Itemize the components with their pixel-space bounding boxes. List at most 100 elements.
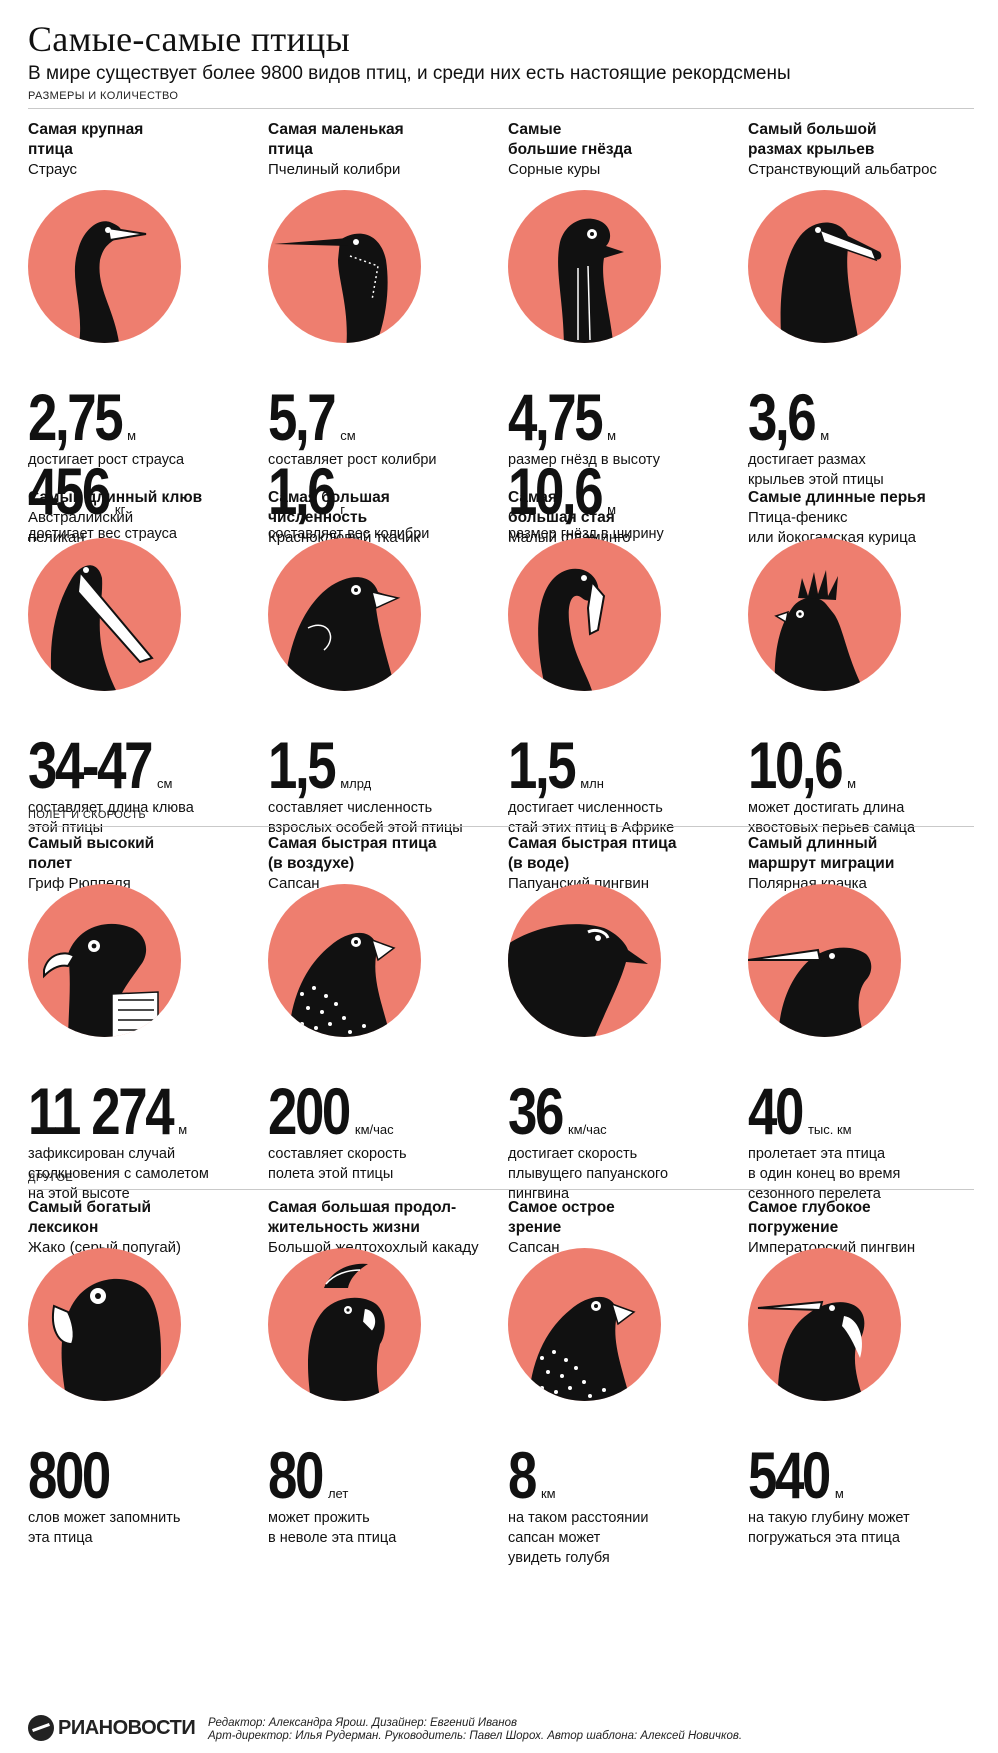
section-divider [28, 826, 974, 827]
bird-illustration [28, 190, 181, 343]
bird-name: Австралийский пеликан [28, 509, 134, 546]
stat-description: размер гнёзд в ширину [508, 526, 664, 542]
stat-value-line: 1,5 млн [508, 732, 740, 798]
stat-description: достигает скорость плывущего папуанского… [508, 1146, 669, 1202]
stat-value-line: 10,6 м [748, 732, 980, 798]
stat-unit: м [607, 428, 617, 443]
stat-unit: см [157, 776, 173, 791]
bird-illustration [268, 190, 421, 343]
stat-number: 10,6 [508, 454, 604, 528]
bird-illustration [268, 1248, 421, 1401]
emperor-penguin-icon [748, 1248, 901, 1401]
footer: РИАНОВОСТИ Редактор: Александра Ярош. Ди… [28, 1715, 974, 1745]
stat-description: достигает размах крыльев этой птицы [748, 452, 884, 488]
record-stat: 8 км на таком расстоянии сапсан может увид… [508, 1442, 740, 1568]
stat-description: составляет длина клюва этой птицы [28, 800, 194, 836]
stat-description: может прожить в неволе эта птица [268, 1510, 397, 1546]
megapode-icon [508, 190, 661, 343]
stat-number: 36 [508, 1074, 564, 1148]
stat-unit: м [847, 776, 857, 791]
record-stat: 5,7 см составляет рост колибри [268, 384, 500, 470]
stat-unit: г [340, 502, 345, 517]
bird-illustration [748, 1248, 901, 1401]
stat-value-line: 34-47 см [28, 732, 260, 798]
record-card: Самое глубокое погружение Императорский п… [748, 1198, 978, 1546]
record-title: Самая большая продол- жительность жизни [268, 1199, 457, 1236]
bird-name: Странствующий альбатрос [748, 161, 937, 178]
record-stat: 1,5 млрд составляет численность взрослых о… [268, 732, 500, 838]
stat-value-line: 3,6 м [748, 384, 980, 450]
stat-number: 1,6 [268, 454, 337, 528]
stat-description: составляет скорость полета этой птицы [268, 1146, 407, 1182]
bird-illustration [268, 538, 421, 691]
gentoo-penguin-icon [508, 884, 661, 1037]
stat-description: на таком расстоянии сапсан может увидеть… [508, 1510, 649, 1566]
stat-value-line: 4,75 м [508, 384, 740, 450]
record-stat: 3,6 м достигает размах крыльев этой птицы [748, 384, 980, 490]
stat-unit: м [834, 1486, 844, 1501]
record-title: Самое острое зрение [508, 1199, 615, 1236]
record-card: Самая маленькая птица Пчелиный колибри 5,… [268, 120, 498, 542]
stat-value-line: 456 кг [28, 458, 260, 524]
bird-illustration [748, 190, 901, 343]
credits: Редактор: Александра Ярош. Дизайнер: Евг… [208, 1717, 743, 1742]
stat-unit: млрд [340, 776, 372, 791]
ostrich-icon [28, 190, 181, 343]
stat-number: 80 [268, 1438, 324, 1512]
record-title: Самая большая численность [268, 489, 390, 526]
record-title: Самые большие гнёзда [508, 121, 633, 158]
bird-illustration [28, 538, 181, 691]
bird-illustration [28, 884, 181, 1037]
bird-name: Пчелиный колибри [268, 161, 401, 178]
stat-number: 11 274 [28, 1074, 175, 1148]
bird-name: Сорные куры [508, 161, 601, 178]
bird-illustration [28, 1248, 181, 1401]
cockatoo-icon [268, 1248, 421, 1401]
falcon-icon [268, 884, 421, 1037]
record-stat: 80 лет может прожить в неволе эта птица [268, 1438, 500, 1548]
record-stat: 1,6 г составляет вес колибри [268, 454, 500, 544]
stat-value-line: 2,75 м [28, 384, 260, 450]
page-title: Самые-самые птицы [28, 19, 351, 59]
stat-value-line: 36 км/час [508, 1074, 740, 1148]
record-stat: 40 тыс. км пролетает эта птица в один коне… [748, 1078, 980, 1204]
hummingbird-icon [268, 190, 421, 343]
record-stat: 34-47 см составляет длина клюва этой птицы [28, 732, 260, 838]
stat-unit: км [540, 1486, 556, 1501]
record-card: Самое острое зрение Сапсан 8 км на таком ра… [508, 1198, 738, 1566]
stat-value-line: 8 км [508, 1442, 740, 1508]
stat-description: пролетает эта птица в один конец во врем… [748, 1146, 901, 1202]
stat-value-line: 540 м [748, 1438, 980, 1512]
record-card: Самые большие гнёзда Сорные куры 4,75 м раз… [508, 120, 738, 542]
record-stat: 10,6 м может достигать длина хвостовых пер… [748, 732, 980, 838]
bird-illustration [508, 538, 661, 691]
stat-value-line: 1,6 г [268, 454, 500, 528]
bird-name: Сапсан [268, 875, 320, 892]
stat-unit: м [178, 1122, 188, 1137]
bird-illustration [508, 1248, 661, 1401]
record-title: Самый большой размах крыльев [748, 121, 877, 158]
record-stat: 10,6 м размер гнёзд в ширину [508, 454, 740, 544]
record-stat: 4,75 м размер гнёзд в высоту [508, 384, 740, 470]
stat-number: 540 [748, 1438, 831, 1512]
record-title: Самый богатый лексикон [28, 1199, 152, 1236]
section-label: ДРУГОЕ [28, 1172, 74, 1184]
stat-description: размер гнёзд в высоту [508, 452, 660, 468]
record-card: Самый высокий полет Гриф Рюппеля 11 274 м з… [28, 834, 258, 1202]
stat-description: на такую глубину может погружаться эта п… [748, 1510, 910, 1546]
stat-value-line: 11 274 м [28, 1074, 260, 1148]
record-title: Самая быстрая птица (в воде) [508, 835, 677, 872]
stat-unit: м [607, 502, 617, 517]
section-divider [28, 108, 974, 109]
ria-logo-icon [28, 1715, 54, 1741]
bird-name: Сапсан [508, 1239, 560, 1256]
falcon-icon [508, 1248, 661, 1401]
stat-number: 800 [28, 1438, 111, 1512]
record-title: Самая большая стая [508, 489, 615, 526]
stat-unit: м [127, 428, 137, 443]
record-card: Самый длинный маршрут миграции Полярная к… [748, 834, 978, 1202]
stat-unit: тыс. км [807, 1122, 852, 1137]
stat-unit: м [820, 428, 830, 443]
record-card: Самая большая стая Малый фламинго 1,5 млн д… [508, 488, 738, 836]
stat-description: слов может запомнить эта птица [28, 1510, 181, 1546]
